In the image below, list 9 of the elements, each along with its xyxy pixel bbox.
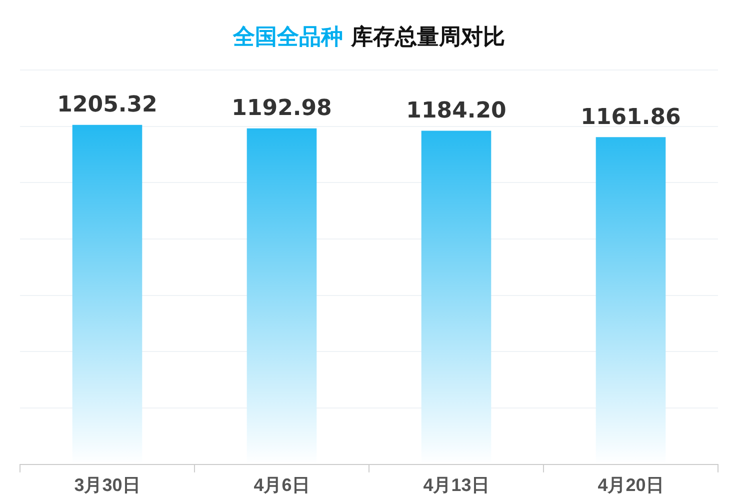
data-label: 1192.98: [232, 96, 332, 122]
data-label: 1205.32: [57, 92, 158, 118]
x-tick-label: 4月13日: [423, 475, 490, 496]
data-label: 1184.20: [406, 98, 506, 124]
x-tick-label: 3月30日: [74, 475, 140, 496]
x-tick-label: 4月20日: [598, 475, 664, 496]
data-label: 1161.86: [580, 104, 681, 130]
chart-title: 全国全品种 库存总量周对比: [232, 24, 506, 52]
x-tick-label: 4月6日: [254, 475, 310, 496]
